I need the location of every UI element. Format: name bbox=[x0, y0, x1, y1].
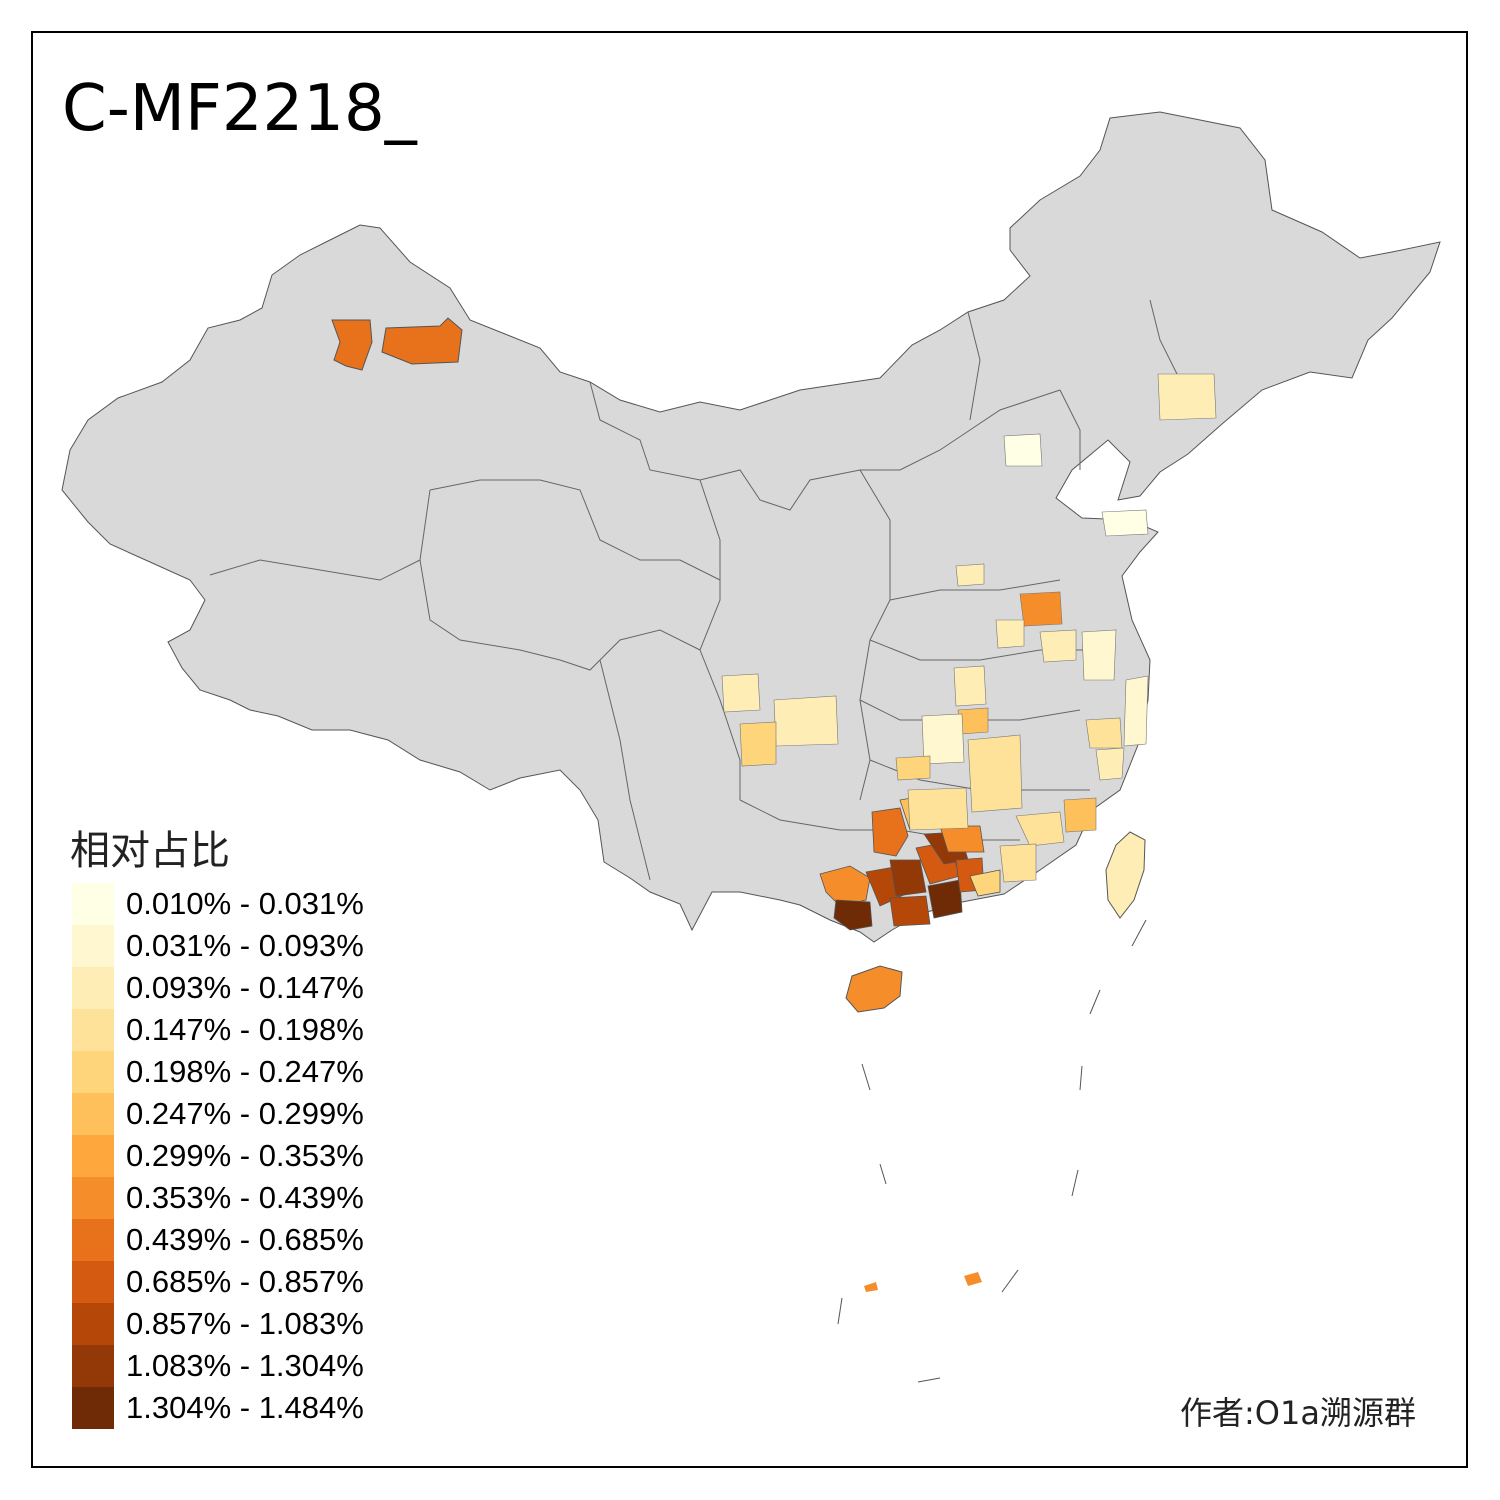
south-china-regions bbox=[819, 794, 1001, 931]
legend-swatch bbox=[72, 883, 114, 925]
legend-label: 0.010% - 0.031% bbox=[126, 886, 364, 921]
hainan bbox=[845, 965, 903, 1013]
legend-swatch bbox=[72, 1345, 114, 1387]
legend-swatch bbox=[72, 1303, 114, 1345]
legend-swatch bbox=[72, 1135, 114, 1177]
legend-title: 相对占比 bbox=[70, 828, 230, 874]
china-landmass bbox=[61, 111, 1441, 943]
legend-swatch bbox=[72, 967, 114, 1009]
legend-label: 0.299% - 0.353% bbox=[126, 1138, 364, 1173]
south-sea-islands bbox=[837, 919, 1147, 1383]
central-china-regions bbox=[721, 665, 989, 831]
xinjiang-region-b bbox=[381, 317, 463, 365]
legend-label: 0.353% - 0.439% bbox=[126, 1180, 364, 1215]
legend-label: 0.247% - 0.299% bbox=[126, 1096, 364, 1131]
legend-swatch bbox=[72, 1009, 114, 1051]
legend-swatch bbox=[72, 1219, 114, 1261]
legend-label: 0.198% - 0.247% bbox=[126, 1054, 364, 1089]
legend-label: 0.093% - 0.147% bbox=[126, 970, 364, 1005]
legend-swatch bbox=[72, 925, 114, 967]
legend-label: 0.147% - 0.198% bbox=[126, 1012, 364, 1047]
nansha-highlight bbox=[964, 1272, 982, 1286]
map-title: C-MF2218_ bbox=[62, 72, 417, 146]
legend-label: 0.857% - 1.083% bbox=[126, 1306, 364, 1341]
taiwan bbox=[1105, 831, 1146, 919]
xisha-highlight bbox=[864, 1282, 878, 1292]
legend-swatch bbox=[72, 1261, 114, 1303]
legend-label: 0.439% - 0.685% bbox=[126, 1222, 364, 1257]
legend-label: 0.685% - 0.857% bbox=[126, 1264, 364, 1299]
xinjiang-region-a bbox=[331, 319, 373, 371]
author-credit: 作者:O1a溯源群 bbox=[1180, 1394, 1416, 1432]
legend-label: 0.031% - 0.093% bbox=[126, 928, 364, 963]
legend-swatch bbox=[72, 1387, 114, 1429]
legend-swatch bbox=[72, 1051, 114, 1093]
legend-swatch bbox=[72, 1093, 114, 1135]
legend-label: 1.304% - 1.484% bbox=[126, 1390, 364, 1425]
east-china-regions bbox=[955, 373, 1217, 883]
legend-label: 1.083% - 1.304% bbox=[126, 1348, 364, 1383]
legend-swatch bbox=[72, 1177, 114, 1219]
map-frame bbox=[31, 31, 1468, 1468]
